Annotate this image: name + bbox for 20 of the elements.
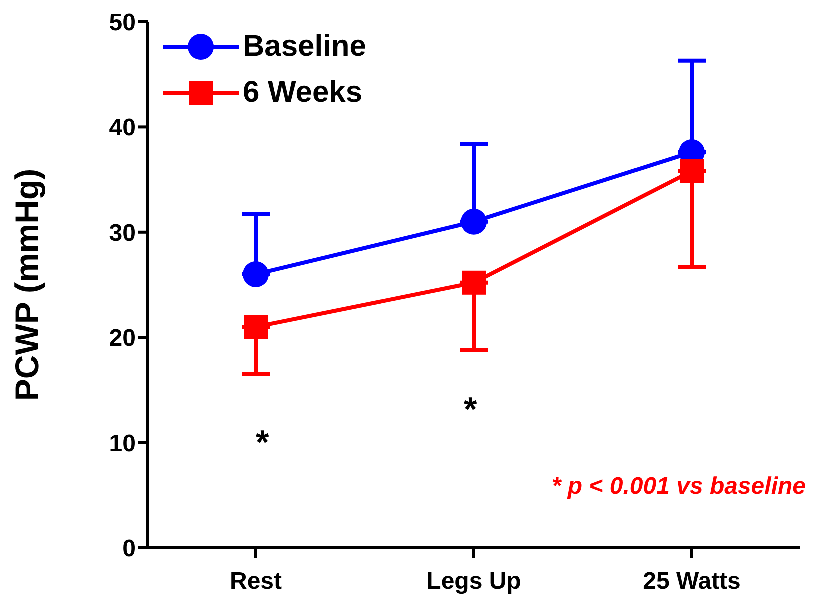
legend-label: Baseline <box>243 30 366 64</box>
point <box>244 315 268 340</box>
y-axis-title: PCWP (mmHg) <box>8 168 46 402</box>
y-tick-label: 50 <box>109 10 136 37</box>
point <box>243 261 269 288</box>
x-tick-label: Legs Up <box>426 568 522 596</box>
y-tick-label: 20 <box>109 325 136 352</box>
annotation: * p < 0.001 vs baseline <box>552 473 806 501</box>
x-tick-label: Rest <box>230 568 282 596</box>
point <box>461 208 487 235</box>
point <box>680 159 704 184</box>
point <box>462 270 486 295</box>
y-tick-label: 0 <box>122 536 136 563</box>
y-tick-label: 10 <box>109 430 136 458</box>
x-tick-label: 25 Watts <box>643 568 741 596</box>
annotation: * <box>464 391 478 430</box>
y-tick-label: 40 <box>109 114 136 142</box>
legend-label: 6 Weeks <box>243 76 363 110</box>
y-tick-label: 30 <box>109 220 136 247</box>
annotation: * <box>256 424 270 463</box>
